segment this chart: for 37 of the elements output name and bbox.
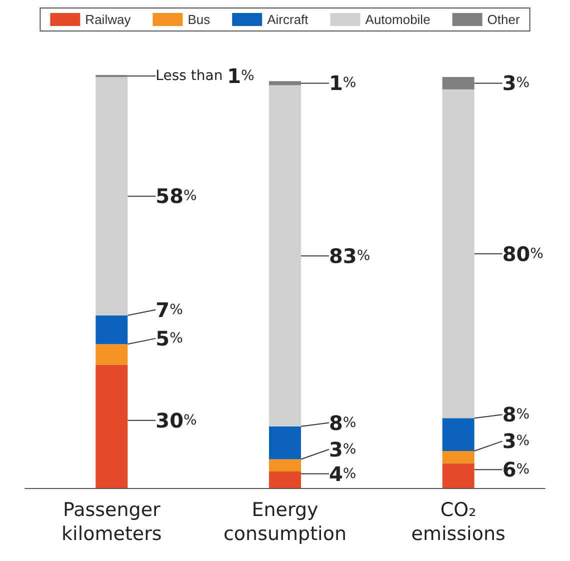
legend-label: Other [487, 12, 520, 27]
data-label: 3% [329, 437, 356, 462]
x-tick-label: CO₂ emissions [411, 499, 506, 545]
legend-label: Automobile [365, 12, 430, 27]
bar [442, 89, 474, 418]
data-label: 30% [156, 408, 197, 432]
legend-label: Aircraft [267, 12, 309, 27]
data-label: 1% [329, 71, 356, 96]
data-label: 83% [329, 244, 370, 268]
bar [269, 85, 301, 426]
bar [96, 77, 128, 316]
legend-label: Bus [188, 12, 211, 27]
data-label: 5% [156, 326, 183, 350]
data-label: 80% [502, 242, 544, 266]
bar [269, 459, 301, 472]
bar [269, 81, 301, 86]
legend-label: Railway [85, 12, 132, 27]
data-label: 4% [329, 462, 356, 486]
data-label: 8% [502, 402, 530, 427]
data-label: 6% [502, 458, 530, 482]
data-label: Less than 1% [156, 64, 254, 88]
bar [96, 344, 128, 365]
bar [269, 426, 301, 460]
bar [442, 451, 474, 464]
bar [442, 418, 474, 452]
bar [442, 77, 474, 90]
bar [96, 364, 128, 488]
data-label: 3% [502, 429, 530, 454]
x-tick-label: Energy consumption [223, 499, 347, 545]
x-tick-label: Passenger kilometers [62, 499, 162, 545]
data-label: 3% [502, 71, 530, 96]
data-label: 7% [156, 298, 183, 322]
data-label: 58% [156, 184, 197, 208]
bar [269, 472, 301, 488]
data-label: 8% [329, 410, 356, 435]
bar [96, 315, 128, 344]
bar [442, 463, 474, 488]
